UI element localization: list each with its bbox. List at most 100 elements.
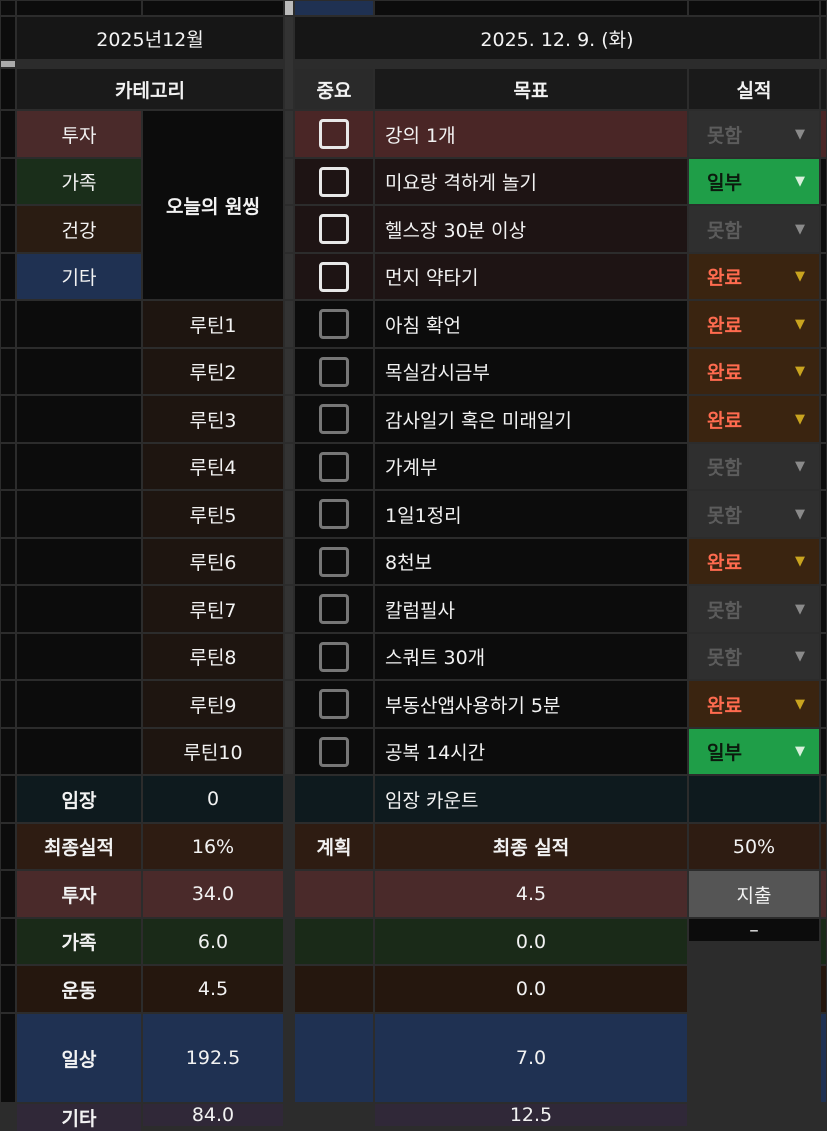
result-dropdown[interactable]: 완료 ▼ [689,539,819,584]
dropdown-arrow-icon[interactable]: ▼ [795,221,805,237]
result-value: 완료 [707,552,742,574]
important-checkbox[interactable] [319,356,349,387]
summary-plan: 6.0 [143,919,283,964]
result-dropdown[interactable]: 일부 ▼ [689,159,819,204]
routine-label: 루틴7 [143,586,283,632]
dropdown-arrow-icon[interactable]: ▼ [795,506,805,522]
important-checkbox[interactable] [319,261,349,292]
routine-label: 루틴10 [143,729,283,774]
important-checkbox[interactable] [319,214,349,244]
freeze-divider [285,111,293,157]
important-checkbox[interactable] [319,546,349,577]
row-stub [1,681,15,727]
important-checkbox[interactable] [319,641,349,672]
important-checkbox[interactable] [319,499,349,529]
goal-cell[interactable]: 가계부 [375,444,687,489]
dropdown-arrow-icon[interactable]: ▼ [795,126,805,142]
result-dropdown[interactable]: 일부 ▼ [689,729,819,774]
freeze-handle[interactable] [285,1,293,15]
dropdown-arrow-icon[interactable]: ▼ [795,649,805,664]
important-checkbox[interactable] [319,404,349,434]
row-stub [1,206,15,252]
goal-cell[interactable]: 공복 14시간 [375,729,687,774]
cell [143,1,283,15]
goal-cell[interactable]: 미요랑 격하게 놀기 [375,159,687,204]
result-dropdown[interactable]: 못함 ▼ [689,634,819,679]
dropdown-arrow-icon[interactable]: ▼ [795,364,805,379]
important-cell [295,586,373,632]
dropdown-arrow-icon[interactable]: ▼ [795,696,805,712]
dropdown-arrow-icon[interactable]: ▼ [795,459,805,474]
cell [689,1,819,15]
row-freeze-handle[interactable] [1,61,15,67]
goal-cell[interactable]: 칼럼필사 [375,586,687,632]
result-value: 완료 [707,314,742,337]
summary-plan: 4.5 [143,966,283,1012]
result-dropdown[interactable]: 못함 ▼ [689,586,819,632]
cell [375,1,687,15]
dropdown-arrow-icon[interactable]: ▼ [795,316,805,332]
goal-header: 목표 [375,69,687,109]
row-stub [1,491,15,537]
goal-cell[interactable]: 헬스장 30분 이상 [375,206,687,252]
category-header: 카테고리 [17,69,283,109]
dropdown-arrow-icon[interactable]: ▼ [795,269,805,284]
important-checkbox[interactable] [319,309,349,339]
result-dropdown[interactable]: 완료 ▼ [689,301,819,347]
result-dropdown[interactable]: 완료 ▼ [689,396,819,442]
dropdown-arrow-icon[interactable]: ▼ [795,744,805,759]
result-value: 완료 [707,267,742,289]
row-stub [1,729,15,774]
summary-plan: 84.0 [143,1104,283,1126]
result-dropdown[interactable]: 완료 ▼ [689,254,819,299]
result-dropdown[interactable]: 못함 ▼ [689,491,819,537]
important-checkbox[interactable] [319,689,349,719]
routine-label: 루틴8 [143,634,283,679]
summary-label: 일상 [17,1014,141,1102]
result-dropdown[interactable]: 완료 ▼ [689,681,819,727]
freeze-divider [285,681,293,727]
routine-label: 루틴2 [143,349,283,394]
important-cell [295,491,373,537]
important-cell [295,634,373,679]
freeze-divider [285,301,293,347]
summary-plan: 192.5 [143,1014,283,1102]
category-empty [17,301,141,347]
important-checkbox[interactable] [319,451,349,482]
routine-label: 루틴6 [143,539,283,584]
freeze-divider [285,491,293,537]
dropdown-arrow-icon[interactable]: ▼ [795,601,805,617]
goal-cell[interactable]: 아침 확언 [375,301,687,347]
dropdown-arrow-icon[interactable]: ▼ [795,174,805,189]
important-checkbox[interactable] [319,594,349,624]
result-dropdown[interactable]: 못함 ▼ [689,206,819,252]
cell [295,1,373,15]
important-checkbox[interactable] [319,736,349,767]
goal-cell[interactable]: 1일1정리 [375,491,687,537]
result-dropdown[interactable]: 못함 ▼ [689,444,819,489]
freeze-divider [285,729,293,774]
month-header: 2025년12월 [17,17,283,59]
goal-cell[interactable]: 8천보 [375,539,687,584]
goal-cell[interactable]: 목실감시금부 [375,349,687,394]
result-dropdown[interactable]: 완료 ▼ [689,349,819,394]
important-checkbox[interactable] [319,119,349,149]
important-checkbox[interactable] [319,166,349,197]
goal-cell[interactable]: 감사일기 혹은 미래일기 [375,396,687,442]
category-empty [17,681,141,727]
expense-label: 지출 [689,871,819,917]
cell [821,634,826,679]
result-dropdown[interactable]: 못함 ▼ [689,111,819,157]
goal-cell[interactable]: 먼지 약타기 [375,254,687,299]
dropdown-arrow-icon[interactable]: ▼ [795,411,805,427]
category-empty [17,444,141,489]
goal-cell[interactable]: 부동산앱사용하기 5분 [375,681,687,727]
cell [821,17,826,59]
goal-cell[interactable]: 스쿼트 30개 [375,634,687,679]
important-cell [295,254,373,299]
goal-cell[interactable]: 강의 1개 [375,111,687,157]
dropdown-arrow-icon[interactable]: ▼ [795,554,805,569]
result-value: 못함 [707,457,742,479]
important-cell [295,349,373,394]
cell [821,444,826,489]
